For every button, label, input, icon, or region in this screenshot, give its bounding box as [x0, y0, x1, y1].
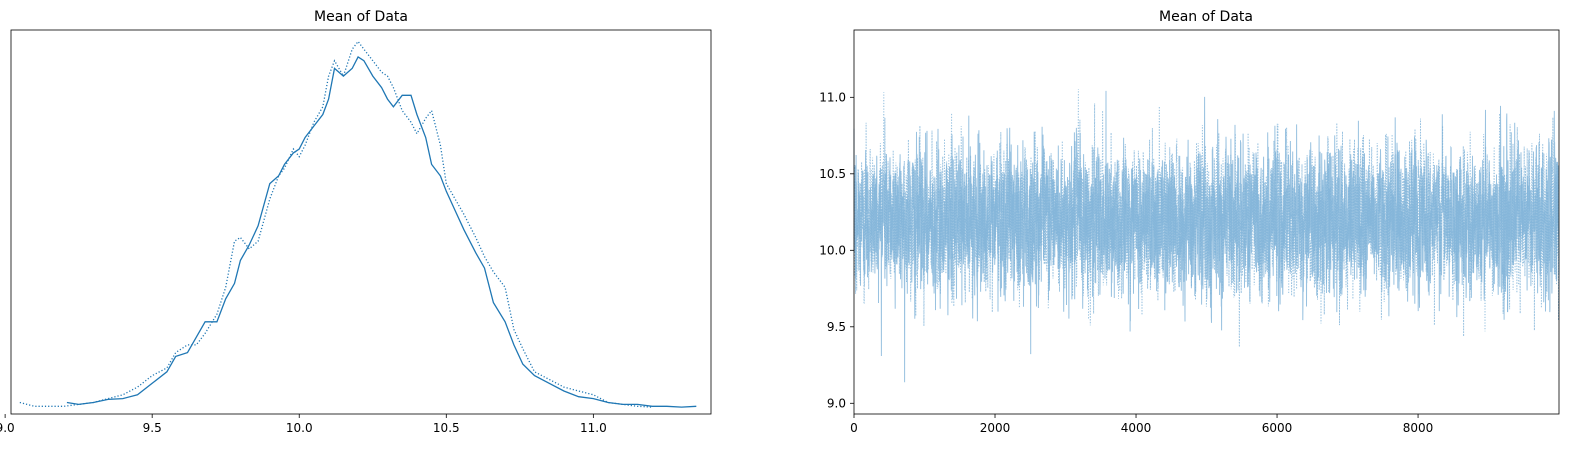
density-x-tick-label: 10.5 — [433, 421, 460, 435]
trace-x-tick-label: 0 — [850, 421, 858, 435]
density-x-axis: 9.0 9.5 10.0 10.5 11.0 — [0, 414, 607, 435]
trace-chart: Mean of Data 0 2000 4000 6000 8000 9.0 9.5 10.… — [819, 9, 1560, 435]
trace-x-tick-label: 8000 — [1403, 421, 1434, 435]
trace-x-tick-label: 2000 — [980, 421, 1011, 435]
density-x-tick-label: 10.0 — [286, 421, 313, 435]
trace-x-axis: 0 2000 4000 6000 8000 — [850, 414, 1433, 435]
trace-series-group — [853, 89, 1560, 383]
trace-x-tick-label: 4000 — [1121, 421, 1152, 435]
trace-y-tick-label: 11.0 — [819, 90, 846, 104]
trace-line-dotted — [853, 89, 1560, 347]
density-series-group — [19, 40, 697, 408]
density-plot-frame — [10, 29, 712, 415]
trace-chart-title: Mean of Data — [1159, 9, 1253, 25]
density-chart: Mean of Data 9.0 9.5 10.0 10.5 11.0 — [0, 9, 712, 435]
density-x-tick-label: 11.0 — [580, 421, 607, 435]
trace-y-tick-label: 9.0 — [827, 396, 846, 410]
density-x-tick-label: 9.0 — [0, 421, 15, 435]
trace-y-tick-label: 9.5 — [827, 320, 846, 334]
trace-y-tick-label: 10.5 — [819, 167, 846, 181]
trace-y-axis: 9.0 9.5 10.0 10.5 11.0 — [819, 90, 854, 410]
density-x-tick-label: 9.5 — [143, 421, 162, 435]
trace-y-tick-label: 10.0 — [819, 243, 846, 257]
density-line-dotted — [19, 40, 653, 408]
density-line-solid — [66, 55, 697, 408]
trace-plot-frame — [853, 29, 1560, 415]
density-chart-title: Mean of Data — [314, 9, 408, 25]
trace-x-tick-label: 6000 — [1262, 421, 1293, 435]
